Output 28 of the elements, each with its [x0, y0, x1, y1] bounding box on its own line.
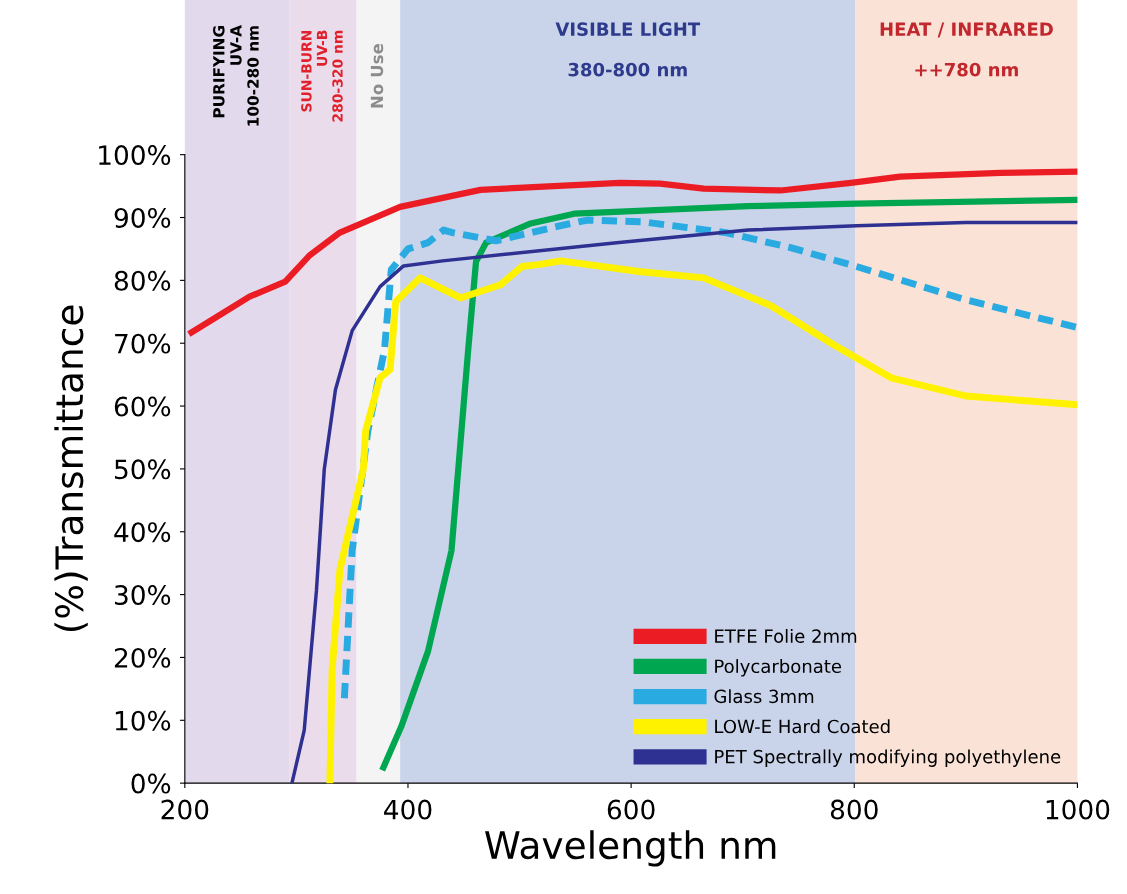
x-tick-label: 1000	[1046, 799, 1110, 820]
legend-label: Polycarbonate	[715, 659, 842, 677]
legend-label: ETFE Folie 2mm	[715, 628, 857, 643]
y-tick-label: 20%	[114, 647, 171, 668]
band-label: No Use	[370, 43, 384, 108]
y-axis-title: (%)Transmittance	[54, 305, 88, 632]
y-tick-label: 100%	[99, 145, 171, 166]
x-tick-label: 600	[607, 799, 655, 820]
legend-label: Glass 3mm	[714, 689, 814, 704]
x-tick-label: 400	[384, 799, 432, 820]
text: HEAT / INFRARED ++780 nm	[880, 22, 1053, 77]
x-axis-title: Wavelength nm	[485, 830, 776, 867]
y-tick-label: 50%	[115, 459, 171, 480]
y-tick-label: 40%	[114, 522, 171, 543]
y-tick-label: 10%	[115, 710, 171, 731]
band-label: PURIFYING UV-A 100-280 nm	[213, 25, 259, 126]
y-tick-label: 70%	[115, 333, 171, 354]
text: VISIBLE LIGHT 380-800 nm	[555, 22, 701, 77]
y-tick-label: 60%	[114, 396, 171, 417]
y-tick-label: 90%	[114, 207, 171, 228]
y-tick-label: 80%	[114, 270, 171, 291]
y-tick-label: 0%	[131, 773, 171, 794]
y-tick-label: 30%	[114, 585, 171, 605]
x-tick-label: 200	[161, 799, 209, 820]
x-tick-label: 800	[830, 799, 878, 820]
legend-label: PET Spectrally modifying polyethylene	[715, 749, 1061, 767]
legend-label: LOW-E Hard Coated	[715, 719, 890, 734]
band-label: SUN-BURN UV-B 280-320 nm	[301, 30, 343, 122]
